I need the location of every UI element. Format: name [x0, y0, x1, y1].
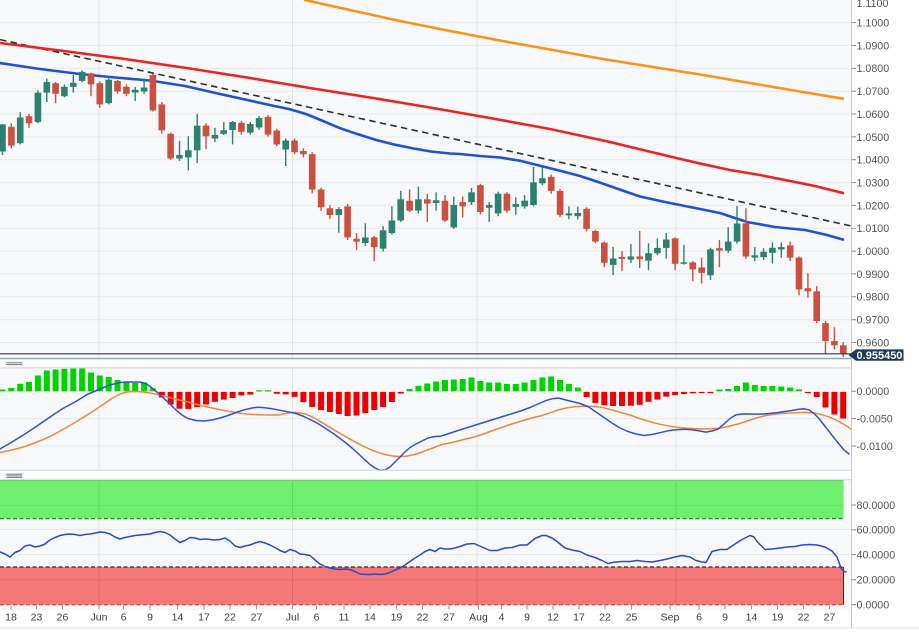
- svg-text:14: 14: [172, 612, 184, 624]
- svg-text:9: 9: [722, 612, 728, 624]
- svg-text:0.9700: 0.9700: [857, 315, 890, 327]
- svg-text:1.0700: 1.0700: [857, 86, 890, 98]
- svg-text:1.0600: 1.0600: [857, 109, 890, 121]
- svg-text:60.0000: 60.0000: [857, 525, 896, 537]
- svg-text:80.0000: 80.0000: [857, 500, 896, 512]
- svg-text:0.9900: 0.9900: [857, 269, 890, 281]
- svg-text:6: 6: [121, 612, 127, 624]
- svg-text:27: 27: [824, 612, 836, 624]
- svg-text:40.0000: 40.0000: [857, 550, 896, 562]
- svg-text:17: 17: [573, 612, 585, 624]
- svg-text:0.0000: 0.0000: [857, 386, 890, 398]
- svg-text:1.0300: 1.0300: [857, 178, 890, 190]
- svg-text:6: 6: [696, 612, 702, 624]
- svg-text:Jul: Jul: [286, 612, 299, 624]
- svg-text:1.0400: 1.0400: [857, 155, 890, 167]
- svg-text:0.955450: 0.955450: [857, 350, 903, 362]
- svg-text:22: 22: [798, 612, 810, 624]
- svg-text:22: 22: [224, 612, 236, 624]
- svg-text:9: 9: [147, 612, 153, 624]
- svg-text:0.0000: 0.0000: [857, 600, 890, 612]
- svg-text:1.0200: 1.0200: [857, 200, 890, 212]
- svg-text:18: 18: [5, 612, 17, 624]
- svg-text:1.0100: 1.0100: [857, 223, 890, 235]
- svg-text:6: 6: [314, 612, 320, 624]
- svg-text:26: 26: [57, 612, 69, 624]
- svg-text:-0.0050: -0.0050: [857, 414, 893, 426]
- svg-text:9: 9: [524, 612, 530, 624]
- svg-text:19: 19: [772, 612, 784, 624]
- svg-text:1.0000: 1.0000: [857, 246, 890, 258]
- svg-text:23: 23: [31, 612, 43, 624]
- svg-text:25: 25: [626, 612, 638, 624]
- svg-text:1.1100: 1.1100: [857, 0, 889, 10]
- svg-text:1.0800: 1.0800: [857, 63, 890, 75]
- svg-text:1.0900: 1.0900: [857, 40, 890, 52]
- svg-text:Sep: Sep: [661, 612, 680, 624]
- svg-text:11: 11: [339, 612, 350, 624]
- svg-text:17: 17: [198, 612, 210, 624]
- svg-text:0.9800: 0.9800: [857, 292, 890, 304]
- svg-text:27: 27: [443, 612, 455, 624]
- svg-text:22: 22: [417, 612, 429, 624]
- svg-text:0.9600: 0.9600: [857, 337, 890, 349]
- svg-text:1.0500: 1.0500: [857, 132, 890, 144]
- svg-text:22: 22: [599, 612, 611, 624]
- svg-text:19: 19: [391, 612, 403, 624]
- svg-text:Jun: Jun: [91, 612, 108, 624]
- svg-text:-0.0100: -0.0100: [857, 441, 893, 453]
- svg-text:27: 27: [251, 612, 263, 624]
- svg-text:14: 14: [364, 612, 376, 624]
- svg-text:12: 12: [547, 612, 559, 624]
- svg-text:14: 14: [746, 612, 758, 624]
- svg-text:1.1000: 1.1000: [857, 18, 890, 30]
- svg-text:4: 4: [499, 612, 505, 624]
- svg-text:20.0000: 20.0000: [857, 575, 896, 587]
- svg-text:Aug: Aug: [469, 612, 488, 624]
